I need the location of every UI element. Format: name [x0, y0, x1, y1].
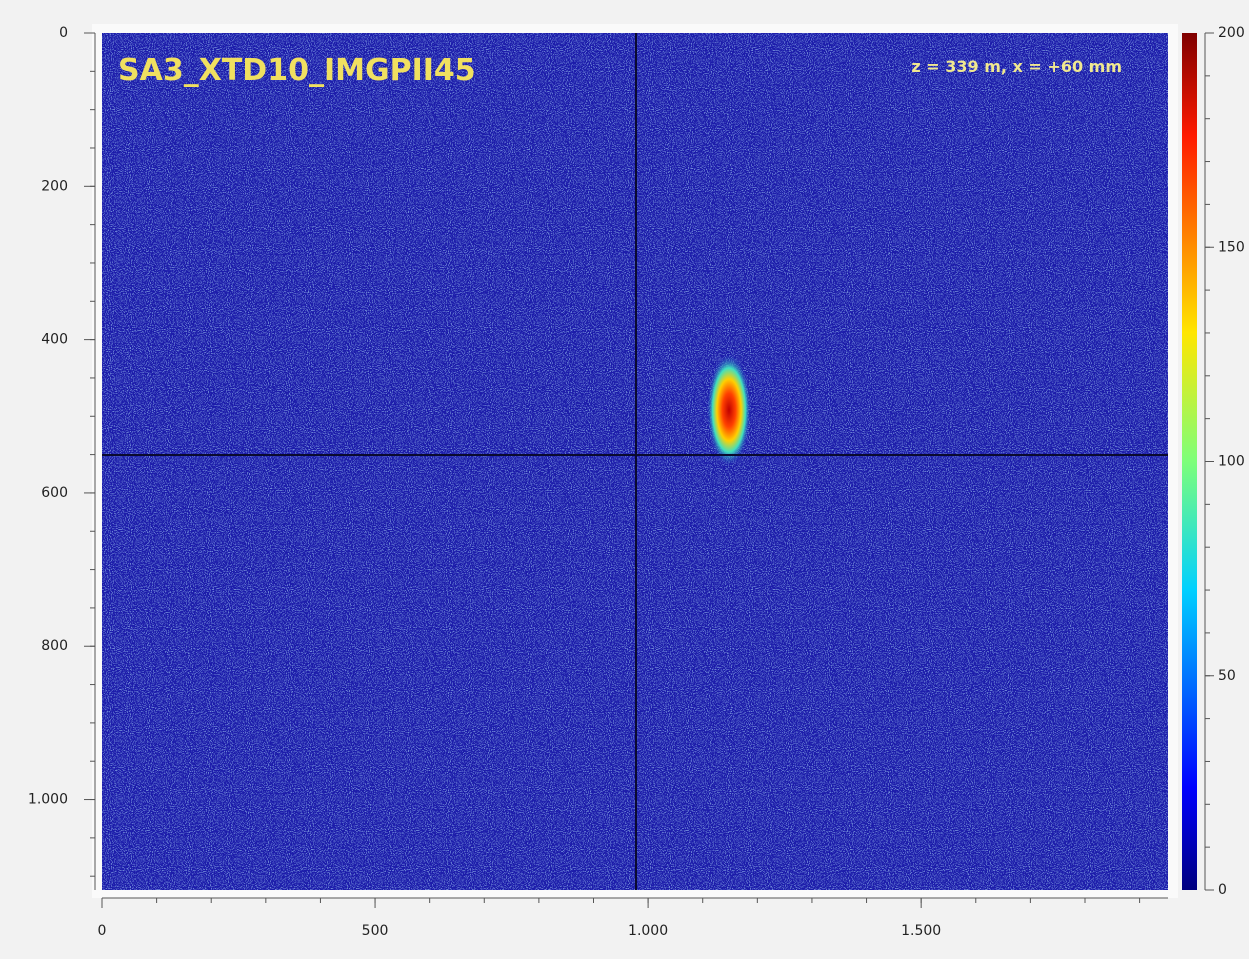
chart: SA3_XTD10_IMGPII45 z = 339 m, x = +60 mm… — [0, 0, 1249, 959]
y-tick-label: 0 — [59, 25, 68, 41]
colorbar-tick-label: 0 — [1218, 882, 1227, 898]
x-tick-label: 0 — [98, 923, 107, 939]
y-tick-label: 800 — [41, 638, 68, 654]
y-tick-label: 200 — [41, 178, 68, 194]
x-tick-label: 500 — [362, 923, 389, 939]
y-tick-label: 400 — [41, 332, 68, 348]
annotation: z = 339 m, x = +60 mm — [911, 57, 1122, 76]
colorbar-tick-label: 150 — [1218, 239, 1245, 255]
image-title: SA3_XTD10_IMGPII45 — [118, 53, 476, 88]
x-tick-label: 1.500 — [901, 923, 941, 939]
beam-spot — [707, 354, 751, 466]
y-tick-label: 1.000 — [28, 792, 68, 808]
colorbar — [1182, 33, 1197, 890]
colorbar-tick-label: 200 — [1218, 25, 1245, 41]
x-tick-label: 1.000 — [628, 923, 668, 939]
y-tick-label: 600 — [41, 485, 68, 501]
colorbar-tick-label: 100 — [1218, 454, 1245, 470]
colorbar-tick-label: 50 — [1218, 668, 1236, 684]
